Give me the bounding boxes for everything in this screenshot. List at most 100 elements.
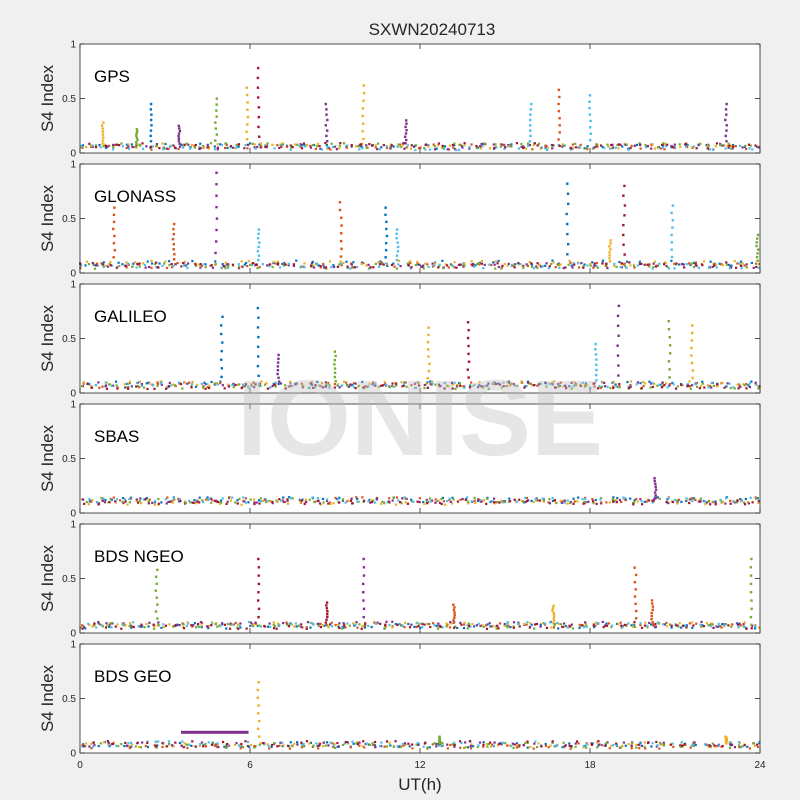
data-point <box>192 624 195 627</box>
data-point <box>287 264 290 267</box>
data-point <box>448 498 451 502</box>
data-point <box>485 502 488 505</box>
data-point <box>684 743 687 747</box>
spike-point <box>150 124 153 127</box>
data-point <box>320 382 324 385</box>
data-point <box>633 625 637 629</box>
data-point <box>320 148 324 151</box>
data-point <box>274 262 277 265</box>
data-point <box>589 262 592 266</box>
data-point <box>532 500 535 504</box>
data-point <box>476 385 480 389</box>
data-point <box>664 144 667 148</box>
data-point <box>620 626 623 629</box>
data-point <box>309 146 313 149</box>
data-point <box>497 627 500 630</box>
data-point <box>194 263 197 266</box>
data-point <box>572 262 575 265</box>
data-point <box>544 622 547 625</box>
data-point <box>125 266 128 269</box>
data-point <box>269 263 272 266</box>
data-point <box>754 144 757 147</box>
spike-point <box>594 348 597 351</box>
data-point <box>624 744 627 747</box>
data-point <box>258 743 261 746</box>
data-point <box>632 503 635 506</box>
data-point <box>563 499 566 502</box>
data-point <box>748 147 751 150</box>
data-point <box>178 623 181 627</box>
data-point <box>557 264 560 267</box>
data-point <box>488 263 491 266</box>
spike-point <box>256 306 260 310</box>
spike-point <box>245 138 249 141</box>
data-point <box>391 499 394 502</box>
data-point <box>752 742 755 745</box>
data-point <box>385 740 389 743</box>
data-point <box>204 383 207 386</box>
data-point <box>629 497 632 500</box>
data-point <box>300 147 304 150</box>
data-point <box>310 381 313 384</box>
data-point <box>545 262 548 265</box>
data-point <box>689 746 692 749</box>
data-point <box>134 145 137 148</box>
data-point <box>739 624 742 627</box>
data-point <box>426 500 430 503</box>
data-point <box>492 744 495 747</box>
data-point <box>198 501 201 504</box>
data-point <box>140 502 143 505</box>
data-point <box>479 624 482 627</box>
data-point <box>102 497 105 500</box>
data-point <box>519 262 522 266</box>
data-point <box>604 743 607 746</box>
data-point <box>415 625 418 628</box>
data-point <box>437 266 440 269</box>
spike-point <box>325 134 328 138</box>
data-point <box>441 744 445 747</box>
data-point <box>619 621 622 624</box>
data-point <box>559 381 562 384</box>
panel-label: SBAS <box>94 427 139 446</box>
data-point <box>392 262 395 265</box>
data-point <box>330 266 333 269</box>
data-point <box>229 623 232 626</box>
data-point <box>186 382 189 385</box>
data-point <box>724 502 727 505</box>
data-point <box>198 145 201 149</box>
data-point <box>568 259 571 262</box>
data-point <box>128 501 131 504</box>
spike-point <box>623 204 627 207</box>
data-point <box>528 143 532 147</box>
data-point <box>679 145 682 149</box>
data-point <box>126 503 129 506</box>
data-point <box>433 145 437 148</box>
data-point <box>627 148 630 152</box>
data-point <box>518 744 521 747</box>
data-point <box>677 625 680 628</box>
data-point <box>463 386 466 389</box>
spike-point <box>529 113 532 116</box>
data-point <box>102 741 106 744</box>
data-point <box>556 621 559 624</box>
data-point <box>154 745 157 748</box>
data-point <box>317 499 320 502</box>
data-point <box>300 265 303 268</box>
data-point <box>644 621 647 624</box>
spike-point <box>334 380 337 383</box>
data-point <box>168 264 171 267</box>
data-point <box>243 500 246 503</box>
data-point <box>300 499 304 502</box>
data-point <box>605 501 608 504</box>
spike-point <box>136 138 139 142</box>
data-point <box>168 381 171 385</box>
data-point <box>603 744 606 747</box>
spike-point <box>691 331 694 335</box>
data-point <box>246 744 250 748</box>
data-point <box>551 147 554 150</box>
data-point <box>367 267 370 270</box>
data-point <box>449 620 452 624</box>
data-point <box>715 142 719 145</box>
data-point <box>426 381 429 384</box>
data-point <box>525 496 529 500</box>
